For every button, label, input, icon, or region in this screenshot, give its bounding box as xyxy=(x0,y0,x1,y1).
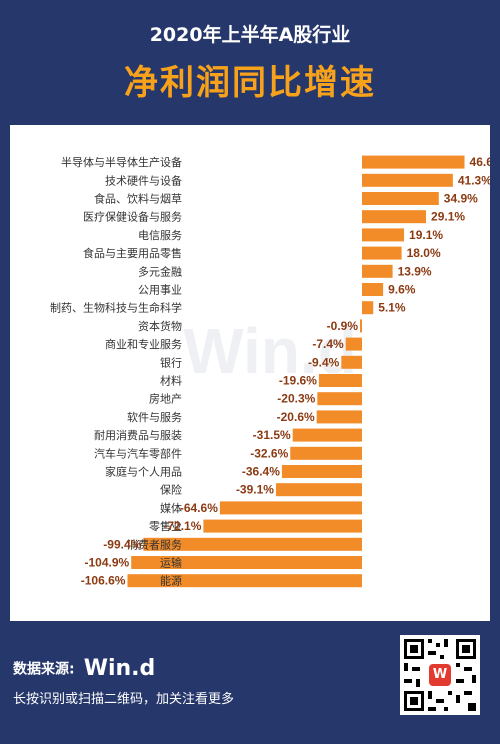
bar xyxy=(203,519,362,533)
bar xyxy=(292,428,362,442)
category-label: 软件与服务 xyxy=(127,410,182,424)
category-label: 半导体与半导体生产设备 xyxy=(61,155,182,169)
footer: 数据来源: Win.d 长按识别或扫描二维码，加关注看更多 W xyxy=(0,621,500,744)
bar xyxy=(281,465,362,478)
qr-code[interactable]: W xyxy=(400,635,480,715)
data-label: 29.1% xyxy=(431,210,465,224)
chart-title: 净利润同比增速 xyxy=(124,63,376,103)
data-label: 18.0% xyxy=(407,246,441,260)
bar xyxy=(360,319,362,333)
bar xyxy=(362,246,402,260)
data-label: -36.4% xyxy=(242,465,280,479)
bar xyxy=(317,392,362,406)
data-label: -64.6% xyxy=(180,501,218,515)
category-label: 公用事业 xyxy=(138,284,182,297)
bar-chart: Win.d 半导体与半导体生产设备46.6%技术硬件与设备41.3%食品、饮料与… xyxy=(50,155,490,588)
category-label: 技术硬件与设备 xyxy=(105,173,182,187)
category-label: 医疗保健设备与服务 xyxy=(83,210,182,224)
data-label: -31.5% xyxy=(253,428,291,442)
header: 2020年上半年A股行业 净利润同比增速 xyxy=(0,0,500,125)
bar xyxy=(127,574,362,588)
bar xyxy=(219,501,362,515)
category-label: 保险 xyxy=(160,483,182,497)
category-label: 零售业 xyxy=(149,519,182,533)
category-label: 汽车与汽车零部件 xyxy=(94,446,182,460)
category-label: 运输 xyxy=(160,556,182,570)
data-label: 41.3% xyxy=(458,173,490,187)
data-label: -72.1% xyxy=(163,519,201,533)
category-label: 媒体 xyxy=(160,501,182,515)
bar xyxy=(362,210,427,224)
bar xyxy=(362,192,439,205)
title-line1: 2020年上半年A股行业 xyxy=(149,24,351,46)
category-label: 消费者服务 xyxy=(127,537,182,551)
data-label: 13.9% xyxy=(398,264,432,278)
category-label: 房地产 xyxy=(149,392,182,406)
category-label: 家庭与个人用品 xyxy=(105,465,182,479)
bar xyxy=(290,446,362,460)
data-label: 19.1% xyxy=(409,228,443,242)
bar xyxy=(362,264,393,278)
category-label: 能源 xyxy=(160,574,182,588)
category-label: 耐用消费品与服装 xyxy=(94,428,182,442)
data-label: -20.3% xyxy=(277,392,315,406)
bar xyxy=(143,537,362,551)
data-label: 9.6% xyxy=(388,283,416,297)
data-source: 数据来源: Win.d xyxy=(13,656,155,681)
data-label: -99.4% xyxy=(103,537,141,551)
data-label: -19.6% xyxy=(279,374,317,388)
bar xyxy=(341,355,362,369)
category-label: 银行 xyxy=(160,355,182,369)
bar xyxy=(362,228,405,242)
data-label: -7.4% xyxy=(312,337,344,351)
category-label: 资本货物 xyxy=(138,319,182,333)
bar xyxy=(318,374,362,387)
category-label: 食品与主要用品零售 xyxy=(83,246,182,260)
qr-hint: 长按识别或扫描二维码，加关注看更多 xyxy=(13,692,235,707)
bar xyxy=(131,556,362,569)
data-label: -32.6% xyxy=(250,446,288,460)
category-label: 多元金融 xyxy=(138,264,182,278)
category-label: 商业和专业服务 xyxy=(105,337,182,351)
category-label: 食品、饮料与烟草 xyxy=(94,192,182,206)
data-label: 46.6% xyxy=(470,155,490,169)
data-label: -104.9% xyxy=(85,556,130,570)
bar xyxy=(362,283,384,296)
data-label: -20.6% xyxy=(277,410,315,424)
data-label: 34.9% xyxy=(444,192,478,206)
source-label: 数据来源: xyxy=(13,661,75,678)
bar xyxy=(345,337,362,351)
bar xyxy=(362,155,465,169)
bar xyxy=(362,173,453,187)
bar xyxy=(316,410,362,424)
bar xyxy=(362,301,374,315)
data-label: -9.4% xyxy=(308,355,340,369)
wind-logo: W xyxy=(429,664,451,686)
qr-pattern-icon xyxy=(404,639,476,711)
data-label: -39.1% xyxy=(236,483,274,497)
category-label: 材料 xyxy=(160,374,182,388)
category-label: 电信服务 xyxy=(138,229,182,242)
source-brand: Win.d xyxy=(83,656,156,681)
chart-panel: Win.d 半导体与半导体生产设备46.6%技术硬件与设备41.3%食品、饮料与… xyxy=(10,125,490,621)
data-label: -106.6% xyxy=(81,574,126,588)
category-label: 制药、生物科技与生命科学 xyxy=(50,301,182,315)
data-label: 5.1% xyxy=(378,301,406,315)
bar xyxy=(275,483,362,497)
data-label: -0.9% xyxy=(327,319,359,333)
